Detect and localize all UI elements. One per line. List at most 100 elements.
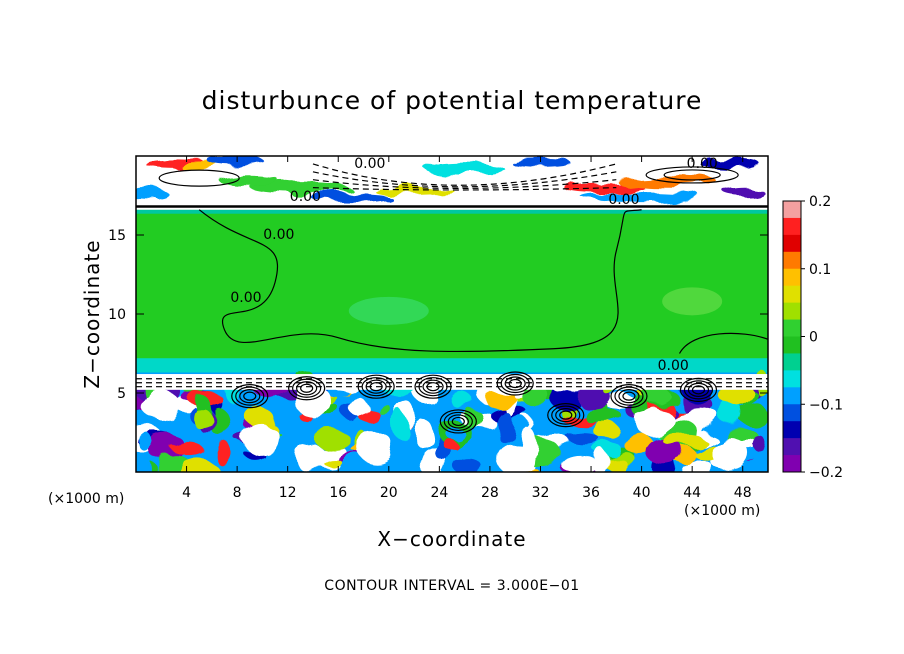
field-band — [136, 374, 768, 390]
field-blotch — [753, 437, 767, 452]
cluster-contour — [439, 409, 477, 434]
field-blotch — [712, 437, 749, 470]
colorbar-swatch — [783, 285, 801, 304]
cluster-contour — [622, 391, 636, 401]
field-blotch — [136, 431, 153, 449]
cluster-contour — [508, 378, 522, 389]
cluster-contour — [683, 380, 714, 400]
field-blotch — [424, 162, 505, 175]
x-tick-label: 4 — [182, 485, 191, 501]
colorbar-swatch — [783, 387, 801, 405]
field-blotch — [143, 389, 180, 422]
x-tick-label: 40 — [633, 485, 651, 501]
x-tick-label: 16 — [329, 485, 347, 501]
field-blotch — [310, 192, 391, 203]
colorbar-swatch — [783, 438, 801, 456]
cluster-contour — [447, 414, 469, 429]
layer-upper-troposphere — [136, 209, 768, 373]
cluster-contour — [296, 381, 318, 396]
field-blotch — [294, 384, 331, 417]
x-tick-label: 48 — [734, 485, 752, 501]
y-tick-label: 15 — [108, 228, 126, 244]
colorbar-swatch — [783, 302, 801, 321]
field-blotch — [720, 401, 744, 428]
x-tick-label: 20 — [380, 485, 398, 501]
contour-label: 0.00 — [608, 192, 639, 208]
field-blotch — [566, 432, 599, 444]
colorbar-swatch — [783, 404, 801, 422]
field-blotch — [684, 459, 715, 472]
field-band — [136, 209, 768, 214]
contour-label: 0.00 — [230, 290, 261, 306]
field-blotch — [147, 433, 186, 462]
y-tick-label: 5 — [117, 386, 126, 402]
colorbar-swatch — [783, 370, 801, 388]
x-tick-label: 8 — [233, 485, 242, 501]
field-blotch — [510, 158, 571, 167]
x-tick-label: 36 — [582, 485, 600, 501]
field-blotch — [486, 392, 520, 410]
field-blotch — [603, 394, 638, 410]
colorbar-tick-label: 0.1 — [809, 262, 831, 278]
cluster-contour — [496, 371, 534, 396]
colorbar-tick-label: 0 — [809, 330, 818, 346]
cluster-contour — [365, 379, 387, 394]
contour-label: 0.00 — [658, 358, 689, 374]
field-blotch — [296, 443, 326, 472]
colorbar-tick-label: 0.2 — [809, 194, 831, 210]
cluster-contour — [504, 376, 526, 391]
contour-label: 0.00 — [687, 156, 718, 172]
cluster-contour — [443, 411, 473, 432]
chart-title: disturbunce of potential temperature — [201, 86, 703, 115]
field-blotch — [454, 458, 483, 472]
cluster-contour — [610, 384, 648, 409]
x-unit-label-left: (×1000 m) — [48, 491, 125, 507]
x-tick-label: 24 — [430, 485, 448, 501]
zero-contour — [678, 332, 768, 354]
field-blotch — [348, 397, 367, 416]
field-blotch — [592, 422, 620, 438]
field-band — [136, 358, 768, 373]
colorbar-swatch — [783, 336, 801, 354]
field-patch — [348, 296, 429, 325]
cluster-contour — [551, 405, 581, 425]
temperature-field — [136, 156, 768, 472]
field-blotch — [700, 158, 761, 169]
contour-label: 0.00 — [354, 156, 385, 172]
cluster-contour — [357, 374, 395, 399]
cluster-contour — [361, 377, 391, 397]
x-tick-label: 12 — [279, 485, 297, 501]
contour-lines: 0.00 0.00 0.00 0.00 0.00 0.00 0.00 — [136, 156, 768, 434]
x-axis-label: X−coordinate — [377, 527, 527, 551]
cluster-contour — [231, 384, 269, 409]
cluster-contour — [369, 382, 383, 392]
y-tick-label: 10 — [108, 307, 126, 323]
x-tick-label: 44 — [683, 485, 701, 501]
field-blotch — [583, 408, 623, 424]
cluster-contour — [500, 373, 530, 394]
colorbar: 0.2 0.1 0 −0.1 −0.2 — [782, 194, 843, 481]
field-blotch — [737, 403, 768, 427]
field-blotch — [594, 448, 608, 472]
zero-contour — [198, 209, 642, 353]
cluster-contour — [559, 410, 573, 420]
cluster-contour — [618, 389, 640, 404]
field-blotch — [497, 443, 534, 472]
field-blotch — [392, 410, 407, 439]
field-blotch — [212, 439, 232, 464]
cluster-contour — [418, 377, 448, 397]
field-blotch — [443, 440, 458, 450]
contour-label: 0.00 — [290, 189, 321, 205]
field-blotch — [623, 434, 654, 454]
colorbar-swatch — [783, 217, 801, 236]
colorbar-tick-label: −0.2 — [809, 465, 843, 481]
cluster-contour — [679, 377, 718, 402]
colorbar-swatch — [783, 201, 801, 219]
field-blotch — [449, 390, 472, 408]
field-blotch — [722, 185, 763, 196]
colorbar-swatch — [783, 421, 801, 439]
cluster-contour — [235, 386, 265, 406]
cluster-contour — [691, 385, 706, 395]
contour-label: 0.00 — [263, 227, 294, 243]
